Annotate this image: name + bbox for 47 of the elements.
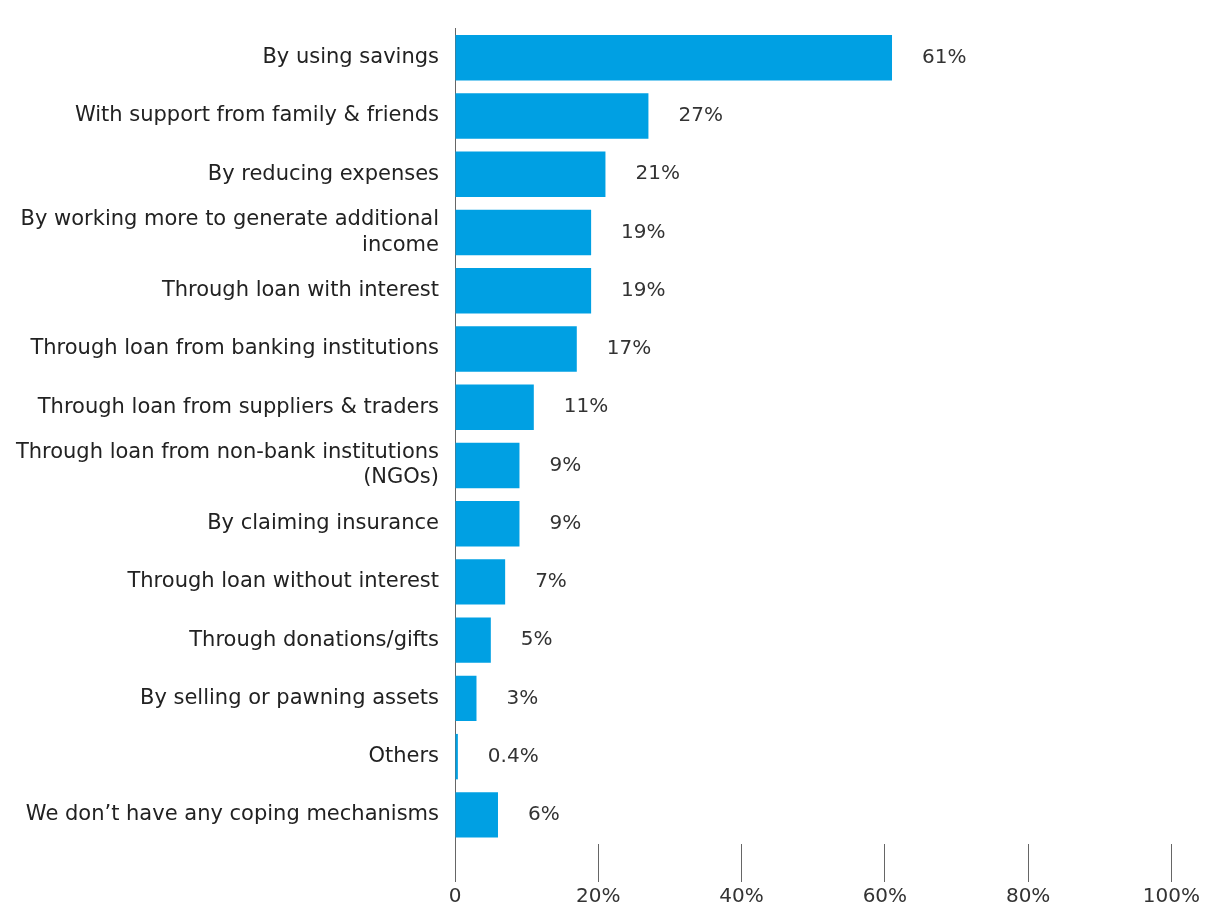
- data-label: 27%: [678, 102, 723, 127]
- y-tick-label: By using savings: [262, 44, 439, 69]
- bar: [455, 617, 491, 663]
- y-tick-label: By reducing expenses: [207, 160, 439, 185]
- bar: [455, 151, 606, 197]
- data-label: 19%: [621, 276, 666, 301]
- bar: [455, 35, 893, 81]
- x-tick-label: 80%: [1005, 883, 1051, 908]
- y-tick-label: We don’t have any coping mechanisms: [25, 801, 439, 826]
- y-tick-label: Others: [368, 743, 439, 768]
- bar: [455, 326, 577, 372]
- data-label: 7%: [535, 568, 567, 593]
- data-label: 3%: [506, 684, 539, 709]
- y-tick-label: Through loan without interest: [126, 568, 439, 593]
- bar: [455, 209, 592, 256]
- y-tick-label: Through loan from suppliers & traders: [36, 393, 439, 418]
- bar: [455, 267, 592, 314]
- bar: [455, 384, 534, 430]
- data-label: 21%: [635, 160, 680, 185]
- y-tick-label: By selling or pawning assets: [139, 684, 439, 709]
- data-label: 61%: [922, 43, 967, 68]
- y-tick-label: Through loan from non-bank institutions (NGOs): [14, 439, 439, 489]
- data-label: 11%: [563, 393, 609, 418]
- bar: [455, 500, 520, 547]
- y-tick-label: By working more to generate additional income: [20, 206, 439, 256]
- y-tick-label: With support from family & friends: [74, 102, 439, 127]
- data-label: 9%: [549, 509, 582, 534]
- y-tick-label: Through loan with interest: [160, 277, 439, 302]
- x-tick-label: 20%: [576, 883, 621, 908]
- bar: [455, 559, 506, 605]
- data-label: 9%: [549, 451, 582, 476]
- data-label: 17%: [606, 335, 652, 360]
- bar: [455, 792, 498, 838]
- y-tick-label: Through donations/gifts: [188, 626, 439, 651]
- x-tick-label: 40%: [719, 883, 764, 908]
- bar: [455, 442, 520, 489]
- data-label: 5%: [520, 626, 553, 651]
- x-tick-label: 0: [448, 883, 462, 908]
- data-label: 0.4%: [487, 742, 539, 767]
- x-tick-label: 60%: [862, 883, 908, 908]
- data-label: 19%: [621, 218, 666, 243]
- x-tick-label: 100%: [1142, 883, 1200, 908]
- y-tick-label: Through loan from banking institutions: [29, 335, 439, 360]
- bar: [455, 675, 477, 722]
- y-tick-label: By claiming insurance: [207, 510, 439, 535]
- bar: [455, 93, 649, 139]
- data-label: 6%: [527, 801, 560, 826]
